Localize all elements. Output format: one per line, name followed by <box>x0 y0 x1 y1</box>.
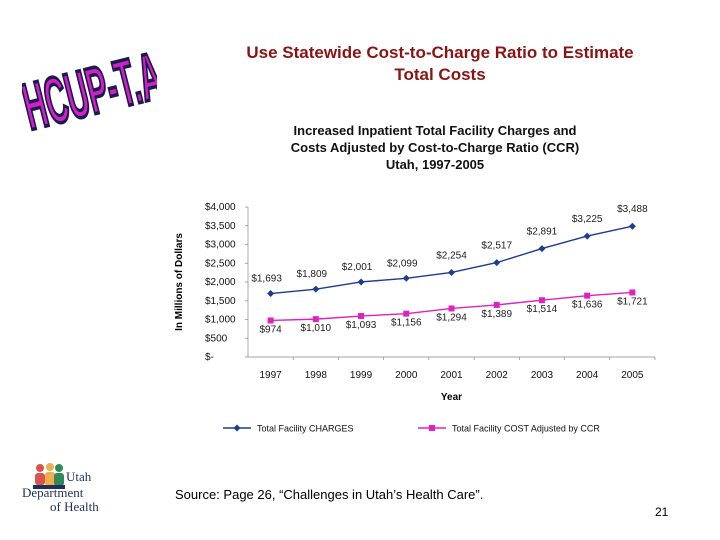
charges-data-label: $2,891 <box>527 227 558 238</box>
cost-point <box>403 310 410 317</box>
charges-data-label: $3,225 <box>572 214 603 225</box>
y-tick-label: $3,500 <box>205 221 236 232</box>
cost-point <box>312 316 319 323</box>
line-chart: In Millions of Dollars $4,000 $3,500 $3,000… <box>174 202 656 434</box>
x-tick-label: 2003 <box>531 370 554 381</box>
cost-data-label: $1,636 <box>572 300 603 311</box>
cost-data-label: $1,389 <box>481 309 512 320</box>
x-tick-label: 2002 <box>486 370 509 381</box>
charges-point <box>267 290 275 298</box>
slide-title: Use Statewide Cost-to-Charge Ratio to Es… <box>246 43 634 84</box>
charges-data-label: $3,488 <box>617 204 648 215</box>
chart-axes: In Millions of Dollars $4,000 $3,500 $3,000… <box>174 202 656 403</box>
charges-data-label: $2,254 <box>436 250 467 261</box>
legend-label: Total Facility COST Adjusted by CCR <box>452 424 600 434</box>
dept-line-of-health: of Health <box>50 499 99 514</box>
x-tick-label: 2001 <box>440 370 463 381</box>
cost-data-label: $1,093 <box>346 320 377 331</box>
legend-marker <box>429 425 435 431</box>
y-tick-label: $1,000 <box>205 315 236 326</box>
charges-point <box>312 285 320 293</box>
hcup-ta-logo: HCUP-T.A. <box>22 35 157 140</box>
charges-data-label: $1,809 <box>297 269 328 280</box>
utah-department-of-health-logo: Utah Department of Health <box>20 460 130 520</box>
charges-data-label: $2,099 <box>387 258 418 269</box>
y-tick-label: $4,000 <box>205 202 236 213</box>
dept-line-utah: Utah <box>66 469 92 484</box>
x-tick-label: 1997 <box>259 370 282 381</box>
legend-label: Total Facility CHARGES <box>257 424 354 434</box>
cost-point <box>448 305 455 312</box>
y-tick-label: $- <box>205 352 214 363</box>
x-tick-label: 1998 <box>305 370 328 381</box>
y-tick-label: $2,000 <box>205 277 236 288</box>
charges-data-label: $1,693 <box>251 274 282 285</box>
charges-point <box>402 274 410 282</box>
charges-point <box>538 245 546 253</box>
charges-data-label: $2,517 <box>481 241 512 252</box>
charges-point <box>448 268 455 276</box>
cost-point <box>358 313 365 320</box>
page-number: 21 <box>655 505 669 519</box>
y-tick-label: $2,500 <box>205 258 236 269</box>
chart-legend: Total Facility CHARGES Total Facility COS… <box>223 424 600 434</box>
source-note: Source: Page 26, “Challenges in Utah’s H… <box>175 487 484 502</box>
cost-data-label: $1,156 <box>391 318 422 329</box>
cost-data-label: $1,010 <box>301 323 332 334</box>
charges-point <box>493 259 501 267</box>
x-axis-label: Year <box>441 392 462 403</box>
people-icon <box>33 463 65 489</box>
cost-data-label: $974 <box>259 324 282 335</box>
cost-data-label: $1,294 <box>436 312 467 323</box>
cost-point <box>493 301 500 308</box>
hcup-ta-logo-text: HCUP-T.A. <box>22 37 157 140</box>
x-tick-label: 2005 <box>621 370 644 381</box>
charges-point <box>583 232 591 240</box>
chart-plot-area: $1,693 $1,809 $2,001 $2,099 $2,254 $2,517 $2,8… <box>251 204 648 335</box>
cost-point <box>629 289 636 296</box>
cost-data-label: $1,514 <box>527 304 558 315</box>
chart-title: Increased Inpatient Total Facility Charg… <box>290 123 580 172</box>
y-tick-label: $500 <box>205 333 228 344</box>
x-tick-label: 1999 <box>350 370 373 381</box>
cost-point <box>267 317 274 324</box>
legend-marker <box>233 424 241 432</box>
dept-line-department: Department <box>22 485 84 500</box>
charges-point <box>357 278 365 286</box>
x-tick-label: 2004 <box>576 370 599 381</box>
charges-data-label: $2,001 <box>342 262 373 273</box>
x-tick-label: 2000 <box>395 370 418 381</box>
y-tick-label: $3,000 <box>205 240 236 251</box>
charges-point <box>628 222 636 230</box>
cost-data-label: $1,721 <box>617 296 648 307</box>
y-tick-label: $1,500 <box>205 296 236 307</box>
cost-point <box>538 297 545 304</box>
cost-point <box>584 292 591 299</box>
y-axis-label: In Millions of Dollars <box>174 233 185 331</box>
